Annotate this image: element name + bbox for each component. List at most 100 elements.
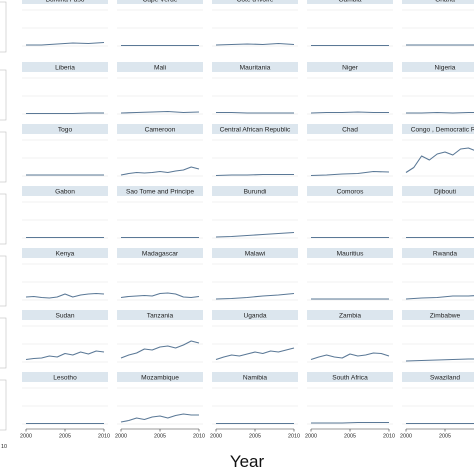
panel: Sudan [22,310,108,364]
plot-area [402,320,474,364]
partial-panel-frame [0,255,7,307]
panel-title: Congo , Democratic Re [411,126,474,133]
panel-title-strip [307,186,393,196]
panel-title-strip [307,310,393,320]
series-line [215,231,295,238]
panel-title-strip [212,310,298,320]
plot-area [307,134,393,178]
panel-title-strip [212,186,298,196]
panel-title: Niger [342,64,359,71]
plot-area [402,4,474,48]
x-tick-label: 2000 [210,434,222,440]
plot-area [117,382,203,426]
panel: Niger [307,62,393,116]
series-line [215,292,295,300]
panel-title-strip [307,62,393,72]
series-line [120,166,200,176]
panel-title: Madagascar [142,250,179,257]
panel-title: Cameroon [145,126,176,133]
panel-title-strip [402,248,474,258]
panel-title: Djibouti [434,188,457,195]
panel-title-strip [117,248,203,258]
x-axis-title: Year [230,452,265,471]
series-line [215,42,295,46]
panel-title: Rwanda [433,250,458,257]
x-tick-label: 2005 [154,434,166,440]
x-tick-label: 2000 [400,434,412,440]
series-line [216,111,294,114]
series-line [405,147,474,173]
panel-title: Mauritania [240,64,271,71]
panel-title-strip [212,124,298,134]
panel-title-strip [307,248,393,258]
panel: Mali [117,62,203,116]
panel-title: Nigeria [435,64,456,71]
panel-title: Uganda [243,312,266,319]
plot-area [22,4,108,48]
panel-title: Mauritius [337,250,364,257]
plot-area [402,72,474,116]
panel: Cote d'Ivoire [212,0,298,48]
panel: Zimbabwe [402,310,474,364]
panel: South Africa 2000 2005 2010 [305,372,395,440]
panel-title: Burundi [244,188,267,195]
series-line [406,111,474,114]
panel: Uganda [212,310,298,364]
plot-area [22,72,108,116]
panel-title-strip [22,186,108,196]
panel: Ghana [402,0,474,48]
panel-title: Mozambique [141,374,179,381]
panel-title: Malawi [245,250,266,257]
plot-area [212,258,298,302]
panel-title: Togo [58,126,73,133]
panel-title-strip [117,0,203,4]
panel-title: Central African Republic [220,126,291,133]
panel: Chad [307,124,393,178]
panel: Gambia [307,0,393,48]
plot-area [307,382,393,426]
panel: Malawi [212,248,298,302]
panel: Gabon [22,186,108,240]
series-line [26,41,105,46]
x-tick-label: 2005 [344,434,356,440]
panel: Namibia 2000 2005 2010 [210,372,300,440]
panel-title: Ghana [435,0,455,3]
partial-panel-frame [0,379,7,431]
panel-title: Zimbabwe [430,312,461,319]
x-tick-label: 2000 [115,434,127,440]
x-tick-label: 2005 [59,434,71,440]
panel-title-strip [117,372,203,382]
panel-title-strip [307,0,393,4]
panel: Mauritania [212,62,298,116]
series-line [120,413,199,423]
panel-title-strip [117,124,203,134]
panel-title: Comoros [337,188,364,195]
partial-panel-frame [0,193,7,245]
series-line [310,111,389,114]
panel: Central African Republic [212,124,298,178]
series-line [215,347,295,361]
panel-title: Mali [154,64,167,71]
plot-area [307,320,393,364]
series-line [120,110,200,114]
x-tick-label: 2005 [249,434,261,440]
panel-title: Zambia [339,312,361,319]
x-tick-label: 2010 [193,434,205,440]
plot-area [212,382,298,426]
x-tick-label: 2010 [288,434,300,440]
panel: Djibouti [402,186,474,240]
partial-panel-frame [0,317,7,369]
plot-area [402,196,474,240]
panel-title-strip [212,62,298,72]
panel-title-strip [402,186,474,196]
x-tick-label: 2000 [20,434,32,440]
panel: Madagascar [117,248,203,302]
plot-area [402,382,474,426]
x-tick-label: 10 [1,444,7,450]
panel: Tanzania [117,310,203,364]
panel-title-strip [402,310,474,320]
plot-area [307,258,393,302]
plot-area [402,134,474,178]
panel-title-strip [212,372,298,382]
plot-area [212,4,298,48]
